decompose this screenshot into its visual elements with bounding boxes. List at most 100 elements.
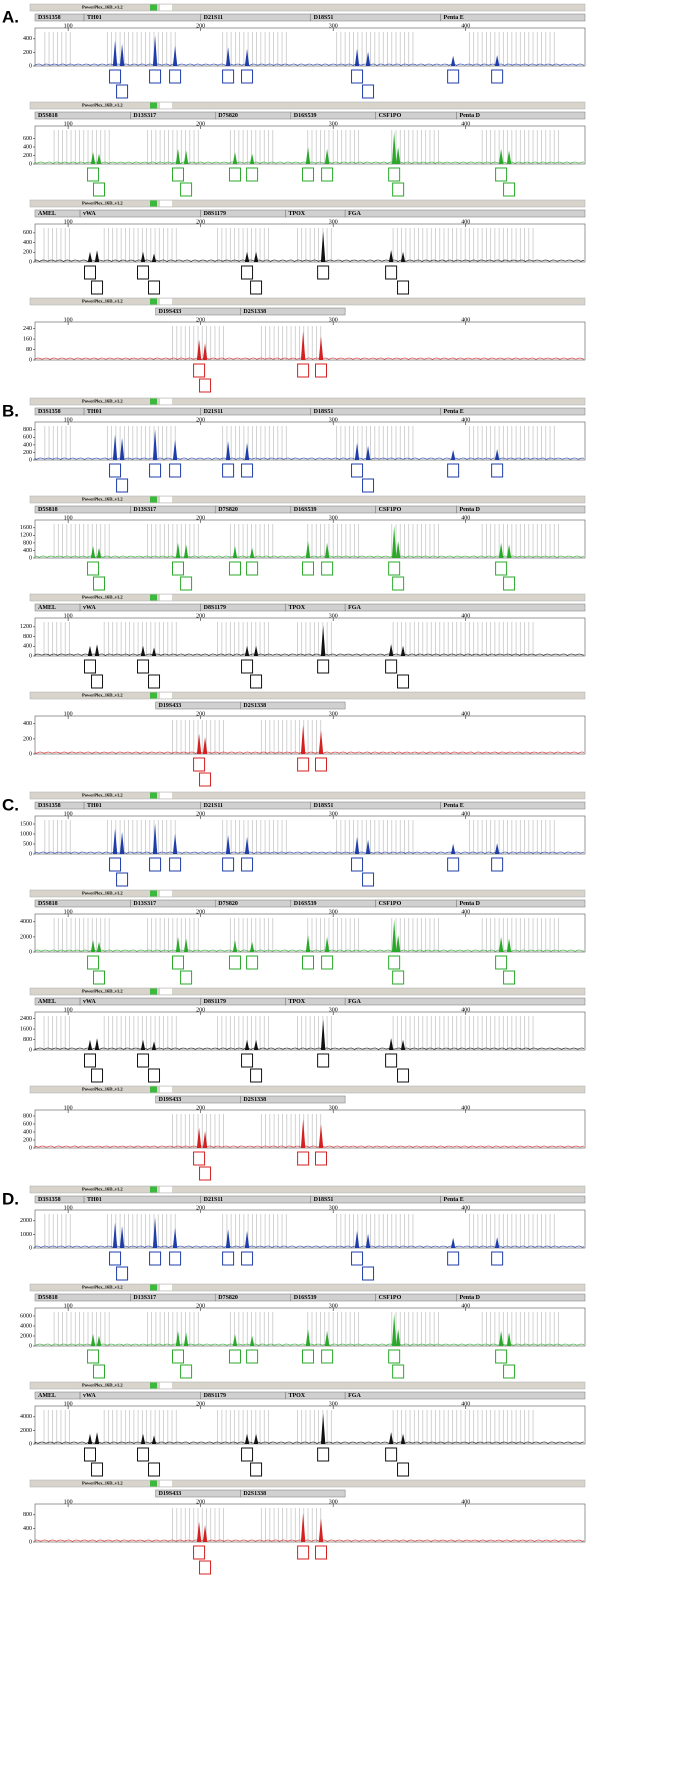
y-tick-label: 800: [23, 427, 32, 433]
plot-frame: [34, 1109, 586, 1149]
y-tick-label: 400: [23, 442, 32, 448]
allele-box: [351, 857, 364, 872]
locus-name: vWA: [83, 1393, 96, 1399]
locus-name: CSF1PO: [379, 901, 402, 907]
y-tick-label: 4000: [20, 1414, 32, 1420]
peak: [388, 1038, 394, 1050]
plot-frame: [34, 617, 586, 657]
allele-box: [93, 182, 106, 197]
allele-box: [149, 463, 162, 478]
locus-name: D21S11: [204, 803, 223, 809]
y-tick-label: 160: [23, 336, 32, 342]
locus-name: D5S818: [38, 113, 58, 119]
header-tab: [160, 1480, 172, 1487]
locus-bar: [79, 209, 201, 218]
allele-box: [321, 561, 334, 576]
allele-box: [241, 69, 254, 84]
locus-name: D7S820: [218, 1295, 238, 1301]
peak: [183, 938, 189, 952]
x-tick-label: 300: [329, 23, 338, 29]
peak: [152, 1217, 158, 1248]
allele-box: [87, 561, 100, 576]
locus-name: D2S1338: [243, 309, 266, 315]
allele-box: [250, 1462, 263, 1477]
allele-box: [109, 1251, 122, 1266]
peak: [395, 147, 401, 164]
header-bar: [29, 495, 586, 504]
peak: [244, 443, 250, 460]
panel-label: B.: [2, 401, 19, 420]
peak: [324, 542, 330, 558]
peak: [249, 941, 255, 952]
peak: [244, 1433, 250, 1444]
peak: [151, 1435, 157, 1444]
x-tick-label: 100: [64, 1007, 73, 1013]
dye-indicator: [150, 890, 157, 897]
y-tick-label: 0: [29, 259, 32, 265]
allele-box: [388, 561, 401, 576]
peak: [506, 544, 512, 558]
locus-name: D21S11: [204, 15, 223, 21]
x-tick-label: 200: [196, 317, 205, 323]
y-tick-label: 0: [29, 457, 32, 463]
locus-name: FGA: [348, 1393, 361, 1399]
allele-box: [362, 478, 375, 493]
x-tick-label: 100: [64, 613, 73, 619]
peak: [305, 541, 311, 558]
y-tick-label: 800: [23, 540, 32, 546]
peak: [202, 1525, 208, 1542]
peak: [112, 828, 118, 854]
y-tick-label: 0: [29, 161, 32, 167]
peak: [253, 645, 259, 656]
allele-box: [447, 1251, 460, 1266]
header-tab: [160, 102, 172, 109]
plot-frame: [34, 715, 586, 755]
allele-box: [491, 463, 504, 478]
allele-box: [250, 280, 263, 295]
allele-box: [397, 280, 410, 295]
header-bar: [29, 691, 586, 700]
locus-name: CSF1PO: [379, 507, 402, 513]
allele-box: [172, 561, 184, 576]
locus-name: Penta E: [444, 803, 464, 809]
allele-box: [241, 265, 254, 280]
allele-box: [87, 955, 100, 970]
allele-box: [397, 674, 410, 689]
locus-name: D16S539: [294, 1295, 317, 1301]
peak: [450, 449, 456, 460]
x-tick-label: 300: [329, 1007, 338, 1013]
x-tick-label: 400: [461, 811, 470, 817]
dye-indicator: [150, 496, 157, 503]
locus-name: TH01: [87, 1197, 102, 1203]
peak: [151, 1041, 157, 1050]
locus-name: D3S1358: [38, 1197, 61, 1203]
x-tick-label: 200: [196, 121, 205, 127]
locus-bar: [456, 899, 586, 908]
peak: [140, 645, 146, 656]
locus-name: FGA: [348, 211, 361, 217]
locus-name: CSF1PO: [379, 113, 402, 119]
locus-name: Penta E: [444, 409, 464, 415]
peak: [388, 644, 394, 656]
panel-title: PowerPlex_16D_v1.2: [82, 1187, 123, 1192]
allele-box: [180, 1364, 193, 1379]
peak: [96, 547, 102, 558]
plot-frame: [34, 519, 586, 559]
allele-box: [447, 463, 460, 478]
dye-indicator: [150, 4, 157, 11]
header-tab: [160, 496, 172, 503]
allele-box: [199, 378, 212, 393]
peak: [87, 645, 93, 656]
allele-box: [388, 167, 401, 182]
allele-box: [180, 576, 193, 591]
dye-indicator: [150, 792, 157, 799]
locus-name: CSF1PO: [379, 1295, 402, 1301]
peak: [249, 547, 255, 558]
peak: [494, 449, 500, 460]
y-tick-label: 600: [23, 136, 32, 142]
x-tick-label: 100: [64, 1401, 73, 1407]
panel-title: PowerPlex_16D_v1.2: [82, 891, 123, 896]
panel-title: PowerPlex_16D_v1.2: [82, 103, 123, 108]
x-tick-label: 100: [64, 711, 73, 717]
